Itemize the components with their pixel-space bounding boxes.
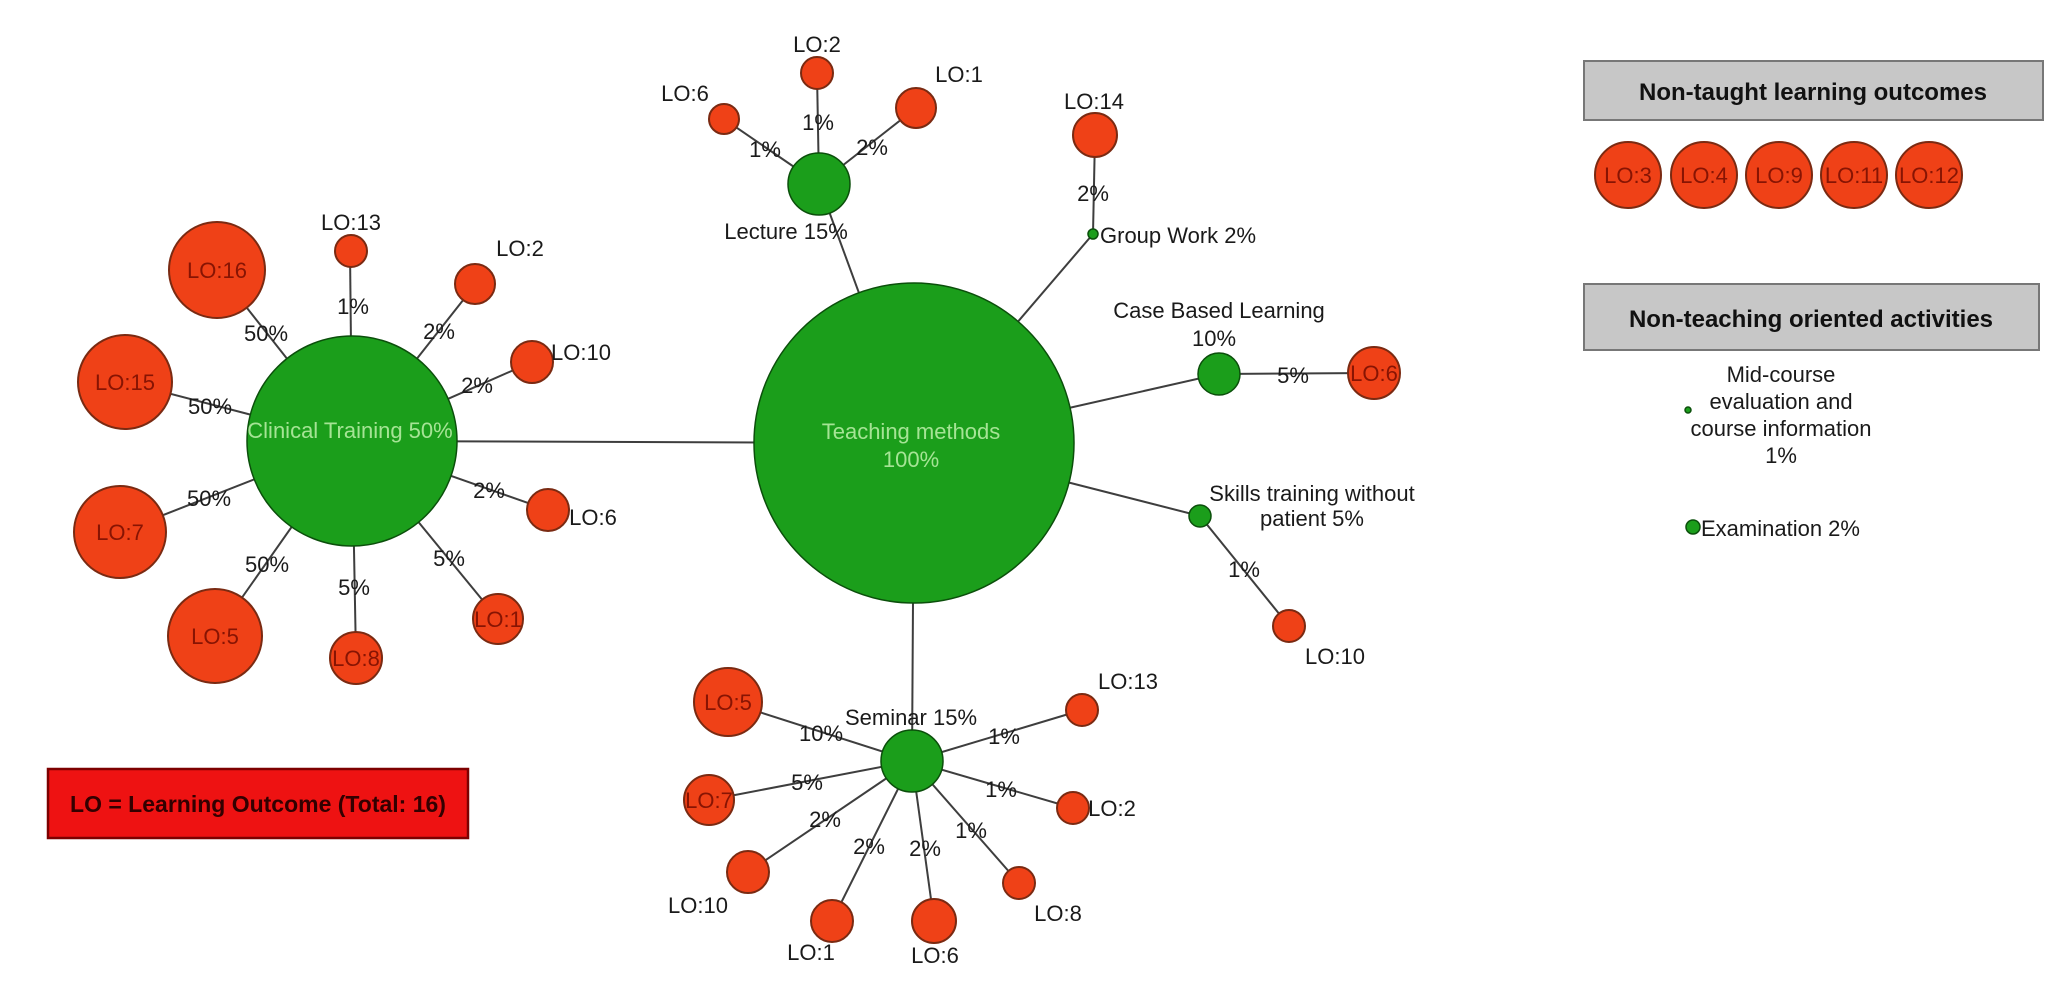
svg-text:50%: 50% <box>244 321 288 346</box>
svg-text:1%: 1% <box>802 110 834 135</box>
svg-text:Examination 2%: Examination 2% <box>1701 516 1860 541</box>
svg-text:2%: 2% <box>423 319 455 344</box>
svg-text:LO:15: LO:15 <box>95 370 155 395</box>
svg-text:LO:9: LO:9 <box>1755 163 1803 188</box>
svg-text:LO:8: LO:8 <box>1034 901 1082 926</box>
svg-text:1%: 1% <box>985 777 1017 802</box>
svg-text:LO:2: LO:2 <box>496 236 544 261</box>
svg-text:LO:6: LO:6 <box>1350 361 1398 386</box>
svg-text:LO:3: LO:3 <box>1604 163 1652 188</box>
svg-text:LO:16: LO:16 <box>187 258 247 283</box>
svg-text:2%: 2% <box>809 807 841 832</box>
svg-text:2%: 2% <box>461 373 493 398</box>
svg-text:LO:10: LO:10 <box>1305 644 1365 669</box>
svg-text:LO:13: LO:13 <box>321 210 381 235</box>
svg-text:1%: 1% <box>337 294 369 319</box>
svg-text:Group Work 2%: Group Work 2% <box>1100 223 1256 248</box>
svg-text:LO:6: LO:6 <box>661 81 709 106</box>
svg-text:LO:6: LO:6 <box>569 505 617 530</box>
svg-text:evaluation and: evaluation and <box>1709 389 1852 414</box>
svg-text:LO:10: LO:10 <box>551 340 611 365</box>
svg-text:LO:2: LO:2 <box>793 32 841 57</box>
svg-text:LO:8: LO:8 <box>332 646 380 671</box>
svg-text:50%: 50% <box>245 552 289 577</box>
svg-text:course information: course information <box>1691 416 1872 441</box>
svg-text:Teaching methods: Teaching methods <box>822 419 1001 444</box>
svg-text:LO:13: LO:13 <box>1098 669 1158 694</box>
svg-text:2%: 2% <box>856 135 888 160</box>
svg-text:LO:11: LO:11 <box>1825 163 1883 188</box>
svg-text:LO:4: LO:4 <box>1680 163 1728 188</box>
svg-text:2%: 2% <box>473 478 505 503</box>
svg-text:Mid-course: Mid-course <box>1727 362 1836 387</box>
svg-text:1%: 1% <box>749 137 781 162</box>
svg-text:2%: 2% <box>909 836 941 861</box>
svg-text:Lecture 15%: Lecture 15% <box>724 219 848 244</box>
svg-text:LO:1: LO:1 <box>787 940 835 965</box>
svg-text:LO:7: LO:7 <box>685 788 733 813</box>
svg-text:1%: 1% <box>988 724 1020 749</box>
svg-text:5%: 5% <box>338 575 370 600</box>
svg-text:2%: 2% <box>1077 181 1109 206</box>
svg-text:2%: 2% <box>853 834 885 859</box>
svg-text:5%: 5% <box>1277 363 1309 388</box>
svg-text:Non-taught learning outcomes: Non-taught learning outcomes <box>1639 79 1987 106</box>
svg-text:LO:1: LO:1 <box>935 62 983 87</box>
svg-text:LO:5: LO:5 <box>704 690 752 715</box>
svg-text:50%: 50% <box>187 486 231 511</box>
svg-text:LO:10: LO:10 <box>668 893 728 918</box>
svg-text:10%: 10% <box>799 721 843 746</box>
svg-text:LO:2: LO:2 <box>1088 796 1136 821</box>
svg-text:LO:14: LO:14 <box>1064 89 1124 114</box>
svg-text:Clinical Training 50%: Clinical Training 50% <box>247 418 452 443</box>
svg-text:Seminar 15%: Seminar 15% <box>845 705 977 730</box>
svg-text:Case Based Learning: Case Based Learning <box>1113 298 1325 323</box>
svg-text:LO:6: LO:6 <box>911 943 959 968</box>
svg-text:Non-teaching oriented activiti: Non-teaching oriented activities <box>1629 306 1993 333</box>
svg-text:1%: 1% <box>1765 443 1797 468</box>
svg-text:LO:1: LO:1 <box>474 607 522 632</box>
svg-text:1%: 1% <box>1228 557 1260 582</box>
svg-text:50%: 50% <box>188 394 232 419</box>
svg-text:LO:7: LO:7 <box>96 520 144 545</box>
svg-text:LO:5: LO:5 <box>191 624 239 649</box>
svg-text:patient 5%: patient 5% <box>1260 506 1364 531</box>
svg-text:10%: 10% <box>1192 326 1236 351</box>
svg-text:LO:12: LO:12 <box>1899 163 1959 188</box>
svg-text:100%: 100% <box>883 447 939 472</box>
svg-text:5%: 5% <box>433 546 465 571</box>
svg-text:1%: 1% <box>955 818 987 843</box>
svg-text:5%: 5% <box>791 770 823 795</box>
svg-text:Skills training without: Skills training without <box>1209 481 1414 506</box>
svg-text:LO = Learning Outcome (Total:: LO = Learning Outcome (Total: 16) <box>70 791 446 817</box>
